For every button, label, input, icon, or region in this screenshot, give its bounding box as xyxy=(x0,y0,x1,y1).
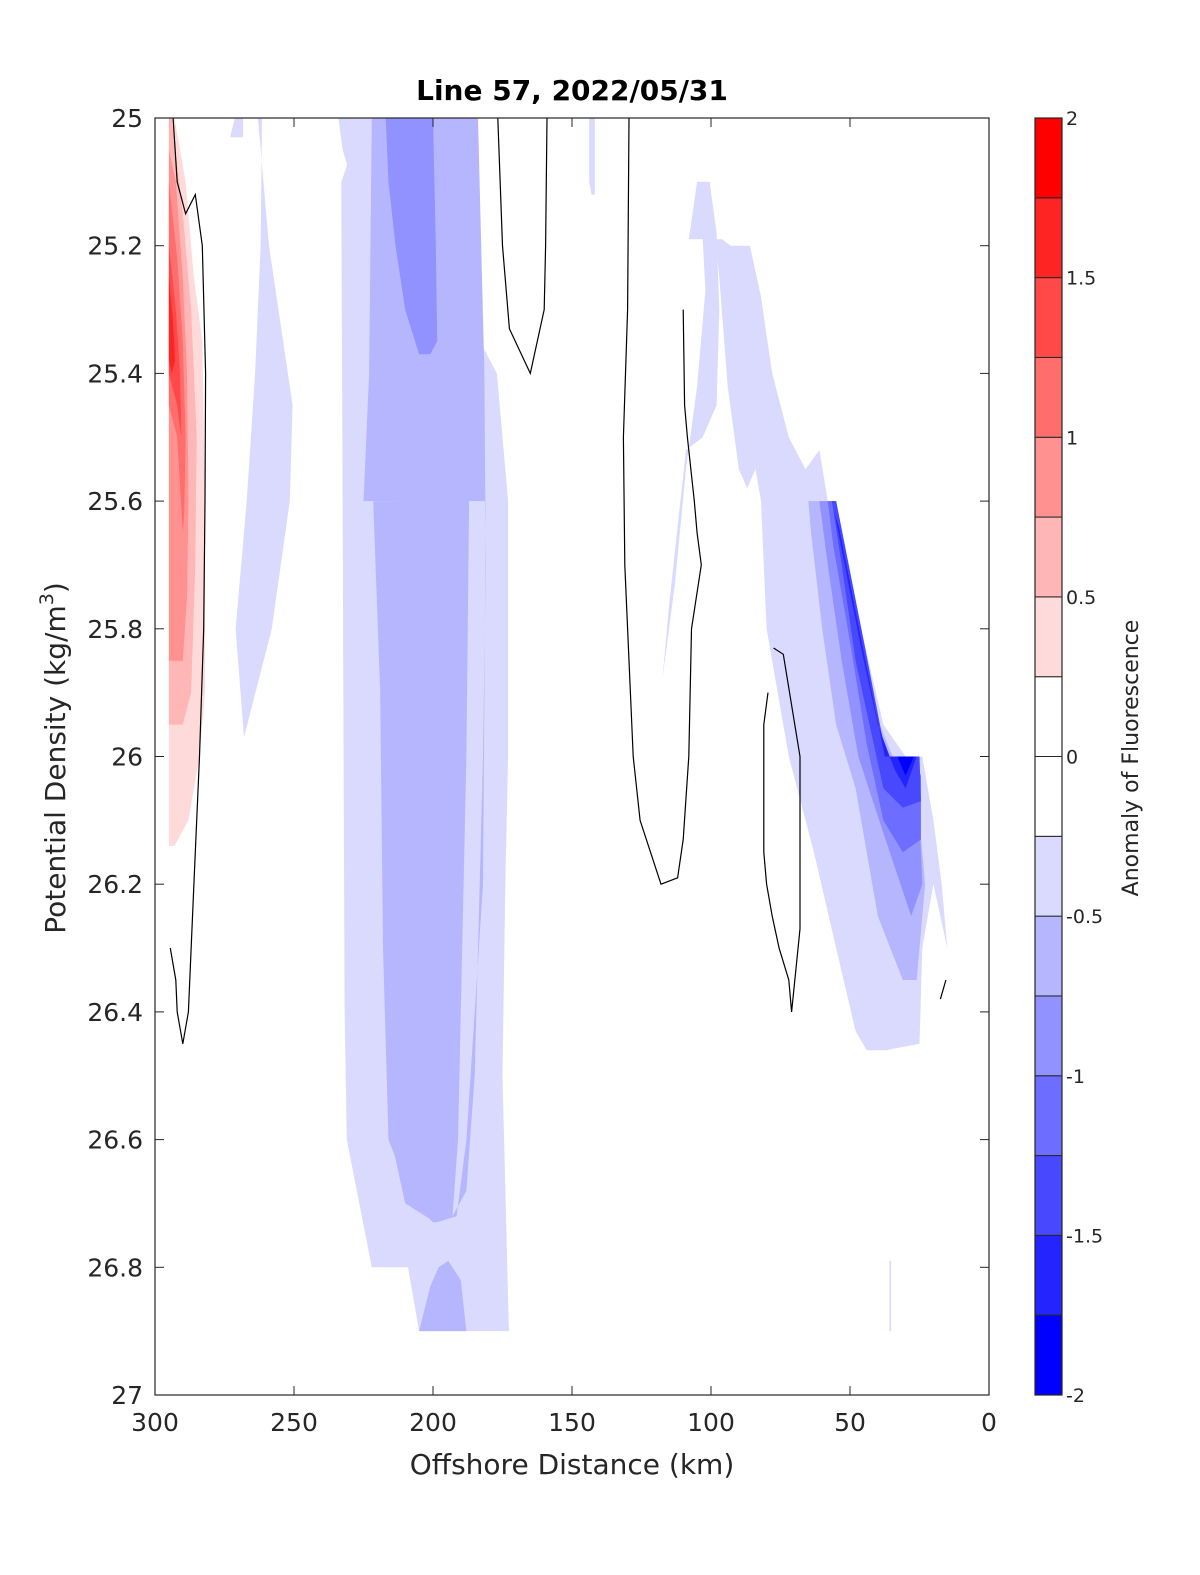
colorbar-tick-label: 0 xyxy=(1066,747,1078,769)
filled-region-level-neg0_5 xyxy=(230,118,244,138)
colorbar-swatches xyxy=(1034,117,1063,1396)
plot-area xyxy=(154,117,990,1396)
colorbar-swatch xyxy=(1034,596,1063,678)
filled-region-level-neg0_5 xyxy=(589,118,595,195)
filled-region-level-neg0_5 xyxy=(889,1260,892,1332)
y-tick-labels: 25 25.2 25.4 25.6 25.8 26 26.2 26.4 26.6 26.8 27 xyxy=(87,104,143,1410)
colorbar-swatch xyxy=(1034,436,1063,518)
filled-region-level-neg1_5 xyxy=(831,501,921,808)
colorbar-tick-label: -1.5 xyxy=(1066,1225,1103,1247)
filled-region-level-1_25 xyxy=(168,245,182,438)
colorbar-swatch xyxy=(1034,915,1063,997)
y-tick-label: 26.4 xyxy=(87,998,143,1027)
colorbar-tick-label: -2 xyxy=(1066,1385,1085,1407)
contour-line-zero xyxy=(169,117,207,1044)
y-tick-label: 26.6 xyxy=(87,1126,143,1155)
colorbar-frame xyxy=(1034,117,1063,1396)
colorbar-swatch xyxy=(1034,117,1063,199)
colorbar-swatch xyxy=(1034,676,1063,757)
colorbar-swatch xyxy=(1034,197,1063,279)
x-tick-label: 50 xyxy=(834,1408,866,1437)
colorbar-swatch xyxy=(1034,1075,1063,1157)
y-tick-label: 26.2 xyxy=(87,870,143,899)
colorbar: -2 -1.5 -1 -0.5 0 0.5 1 1.5 2 xyxy=(1034,108,1103,1407)
colorbar-swatch xyxy=(1034,1234,1063,1316)
x-tick-label: 150 xyxy=(548,1408,596,1437)
filled-contours xyxy=(168,118,948,1332)
colorbar-swatch xyxy=(1034,1314,1063,1396)
colorbar-tick-label: -1 xyxy=(1066,1066,1085,1088)
contour-line-zero xyxy=(939,979,947,1000)
colorbar-swatch xyxy=(1034,356,1063,438)
contour-line-zero xyxy=(763,647,801,1012)
colorbar-tick-label: 1 xyxy=(1066,427,1078,449)
filled-region-level-neg0_75 xyxy=(373,501,458,1223)
colorbar-swatch xyxy=(1034,516,1063,598)
colorbar-swatch xyxy=(1034,1155,1063,1236)
colorbar-tick-label: 0.5 xyxy=(1066,587,1096,609)
y-tick-label: 25 xyxy=(111,104,143,133)
colorbar-tick-label: -0.5 xyxy=(1066,906,1103,928)
chart-title: Line 57, 2022/05/31 xyxy=(416,74,728,107)
contour-line-zero xyxy=(497,117,548,376)
x-tick-labels: 300 250 200 150 100 50 0 xyxy=(131,1408,997,1437)
x-tick-label: 100 xyxy=(687,1408,735,1437)
colorbar-swatch xyxy=(1034,756,1063,837)
colorbar-swatch xyxy=(1034,835,1063,917)
colorbar-tick-label: 1.5 xyxy=(1066,268,1096,290)
contour-line-zero xyxy=(622,117,702,885)
y-axis-label: Potential Density (kg/m3) xyxy=(36,582,72,934)
colorbar-tick-label: 2 xyxy=(1066,108,1078,130)
y-tick-label: 25.2 xyxy=(87,232,143,261)
y-tick-label: 25.6 xyxy=(87,487,143,516)
filled-region-level-neg0_75 xyxy=(419,1260,467,1332)
filled-region-level-neg1 xyxy=(385,118,438,355)
colorbar-ticks: -2 -1.5 -1 -0.5 0 0.5 1 1.5 2 xyxy=(1066,108,1103,1407)
y-tick-label: 25.4 xyxy=(87,359,143,388)
y-tick-label: 27 xyxy=(111,1381,143,1410)
filled-region-level-neg0_5 xyxy=(662,181,720,680)
plot-frame xyxy=(154,117,990,1396)
y-axis-label-close: ) xyxy=(39,582,72,593)
y-tick-label: 26.8 xyxy=(87,1253,143,1282)
filled-region-level-1_5 xyxy=(168,277,175,374)
filled-region-level-neg2 xyxy=(897,756,914,776)
colorbar-swatch xyxy=(1034,277,1063,358)
x-tick-label: 250 xyxy=(270,1408,318,1437)
contour-lines xyxy=(169,117,947,1044)
x-tick-label: 0 xyxy=(981,1408,997,1437)
y-tick-label: 26 xyxy=(111,743,143,772)
x-tick-label: 200 xyxy=(409,1408,457,1437)
y-axis-label-superscript: 3 xyxy=(36,593,58,605)
y-tick-label: 25.8 xyxy=(87,615,143,644)
colorbar-swatch xyxy=(1034,995,1063,1077)
x-tick-label: 300 xyxy=(131,1408,179,1437)
y-axis-label-main: Potential Density (kg/m xyxy=(39,605,72,934)
x-axis-label: Offshore Distance (km) xyxy=(410,1448,735,1481)
colorbar-label: Anomaly of Fluorescence xyxy=(1119,620,1144,897)
